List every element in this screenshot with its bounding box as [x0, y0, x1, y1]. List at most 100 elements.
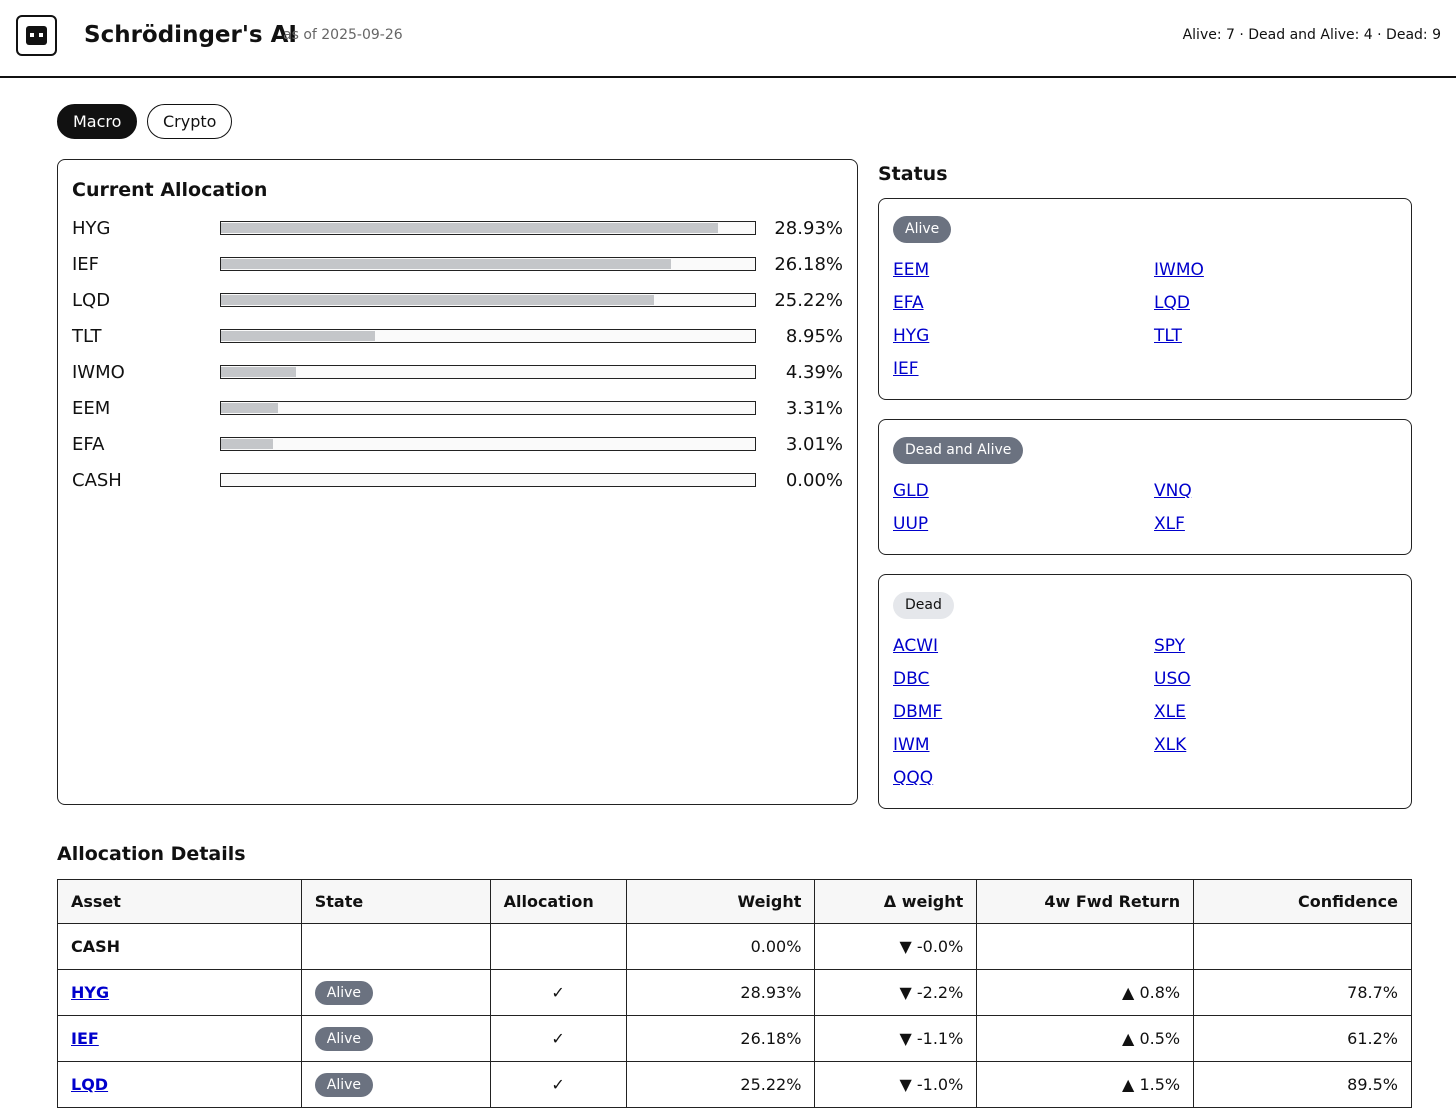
asset-link[interactable]: LQD — [71, 1075, 109, 1094]
table-row: CASH 0.00% ▼ -0.0% — [57, 923, 1412, 970]
column-header: Confidence — [1193, 879, 1412, 924]
ticker-link[interactable]: DBC — [893, 669, 930, 689]
column-header: State — [300, 879, 491, 924]
ticker-link[interactable]: USO — [1154, 669, 1191, 689]
ticker-link[interactable]: VNQ — [1154, 481, 1192, 501]
column-header: Allocation — [489, 879, 627, 924]
ticker-link[interactable]: IEF — [893, 359, 919, 379]
asset-label: TLT — [72, 326, 102, 347]
ticker-link[interactable]: DBMF — [893, 702, 943, 722]
cell: 78.7% — [1193, 969, 1412, 1016]
cell: ▲ 0.8% — [976, 969, 1195, 1016]
weight-label: 3.31% — [785, 398, 843, 419]
table-row: IEF Alive ✓ 26.18% ▼ -1.1% ▲ 0.5% 61.2% — [57, 1015, 1412, 1062]
cell: 28.93% — [625, 969, 816, 1016]
cell: ▼ -1.1% — [814, 1015, 978, 1062]
cell-text: 26.18% — [740, 1029, 802, 1048]
cell-text: 25.22% — [740, 1075, 802, 1094]
weight-label: 4.39% — [785, 362, 843, 383]
bar-track — [220, 293, 756, 307]
weight-label: 28.93% — [774, 218, 843, 239]
cell: 61.2% — [1193, 1015, 1412, 1062]
bar — [221, 223, 718, 233]
asset-label: IWMO — [72, 362, 125, 383]
table-row: LQD Alive ✓ 25.22% ▼ -1.0% ▲ 1.5% 89.5% — [57, 1061, 1412, 1108]
ticker-link[interactable]: HYG — [893, 326, 930, 346]
tab[interactable]: Crypto — [147, 104, 233, 139]
app-title: Schrödinger's AI — [84, 22, 297, 48]
cell: IEF — [57, 1015, 302, 1062]
bar — [221, 331, 375, 341]
cell — [976, 923, 1195, 970]
asset-label: EFA — [72, 434, 105, 455]
cell: HYG — [57, 969, 302, 1016]
ticker-link[interactable]: ACWI — [893, 636, 939, 656]
cell — [300, 923, 491, 970]
weight-label: 0.00% — [785, 470, 843, 491]
weight-label: 3.01% — [785, 434, 843, 455]
cell-text: ▼ -1.1% — [899, 1029, 964, 1048]
ticker-link[interactable]: LQD — [1154, 293, 1190, 313]
cell: Alive — [300, 969, 491, 1016]
column-header: Δ weight — [814, 879, 978, 924]
cell: ✓ — [489, 1015, 627, 1062]
cell: Alive — [300, 1015, 491, 1062]
cell: 0.00% — [625, 923, 816, 970]
column-header: Weight — [625, 879, 816, 924]
details-table: Asset State Allocation Weight Δ weight 4w Fwd… — [57, 879, 1412, 1108]
card-title: Current Allocation — [72, 179, 268, 201]
cell: CASH — [57, 923, 302, 970]
ticker-link[interactable]: QQQ — [893, 768, 934, 788]
asset-link[interactable]: IEF — [71, 1029, 99, 1048]
cell-text: 0.00% — [750, 937, 802, 956]
ticker-link[interactable]: SPY — [1154, 636, 1186, 656]
ticker-link[interactable]: GLD — [893, 481, 929, 501]
cell: Alive — [300, 1061, 491, 1108]
bar-track — [220, 401, 756, 415]
cell-text: ✓ — [551, 983, 565, 1002]
table-row: HYG Alive ✓ 28.93% ▼ -2.2% ▲ 0.8% 78.7% — [57, 969, 1412, 1016]
column-header: Asset — [57, 879, 302, 924]
bar — [221, 295, 655, 305]
ticker-link[interactable]: IWM — [893, 735, 930, 755]
status-title: Status — [878, 163, 948, 185]
status-badge: Dead — [893, 592, 954, 619]
column-header: 4w Fwd Return — [976, 879, 1195, 924]
cell: ✓ — [489, 969, 627, 1016]
bar-track — [220, 257, 756, 271]
cell-text: ▼ -2.2% — [899, 983, 964, 1002]
asset-label: LQD — [72, 290, 111, 311]
status-badge: Dead and Alive — [893, 437, 1024, 464]
cell — [489, 923, 627, 970]
asset-label: HYG — [72, 218, 111, 239]
as-of: as of 2025-09-26 — [283, 27, 403, 43]
ticker-link[interactable]: EFA — [893, 293, 924, 313]
ticker-link[interactable]: XLF — [1154, 514, 1185, 534]
ticker-link[interactable]: UUP — [893, 514, 929, 534]
weight-label: 26.18% — [774, 254, 843, 275]
summary: Alive: 7 · Dead and Alive: 4 · Dead: 9 — [1182, 27, 1441, 43]
status-card: Dead and Alive GLD VNQ UUP XLF — [878, 419, 1412, 555]
bar — [221, 259, 671, 269]
ticker-link[interactable]: XLE — [1154, 702, 1186, 722]
asset-name: CASH — [71, 937, 121, 956]
cell-text: 28.93% — [740, 983, 802, 1002]
ticker-link[interactable]: TLT — [1154, 326, 1182, 346]
ticker-link[interactable]: IWMO — [1154, 260, 1204, 280]
cell-text: ✓ — [551, 1075, 565, 1094]
cell: ▼ -1.0% — [814, 1061, 978, 1108]
logo[interactable] — [16, 15, 57, 56]
bar-track — [220, 221, 756, 235]
ticker-link[interactable]: XLK — [1154, 735, 1187, 755]
asset-link[interactable]: HYG — [71, 983, 110, 1002]
ticker-link[interactable]: EEM — [893, 260, 930, 280]
cell-text: ▼ -0.0% — [899, 937, 964, 956]
cell-text: 61.2% — [1347, 1029, 1398, 1048]
cell: ✓ — [489, 1061, 627, 1108]
cell-text: ▲ 1.5% — [1122, 1075, 1181, 1094]
cell: ▼ -2.2% — [814, 969, 978, 1016]
cell: 25.22% — [625, 1061, 816, 1108]
bar — [221, 367, 297, 377]
weight-label: 8.95% — [785, 326, 843, 347]
tab[interactable]: Macro — [57, 104, 138, 139]
